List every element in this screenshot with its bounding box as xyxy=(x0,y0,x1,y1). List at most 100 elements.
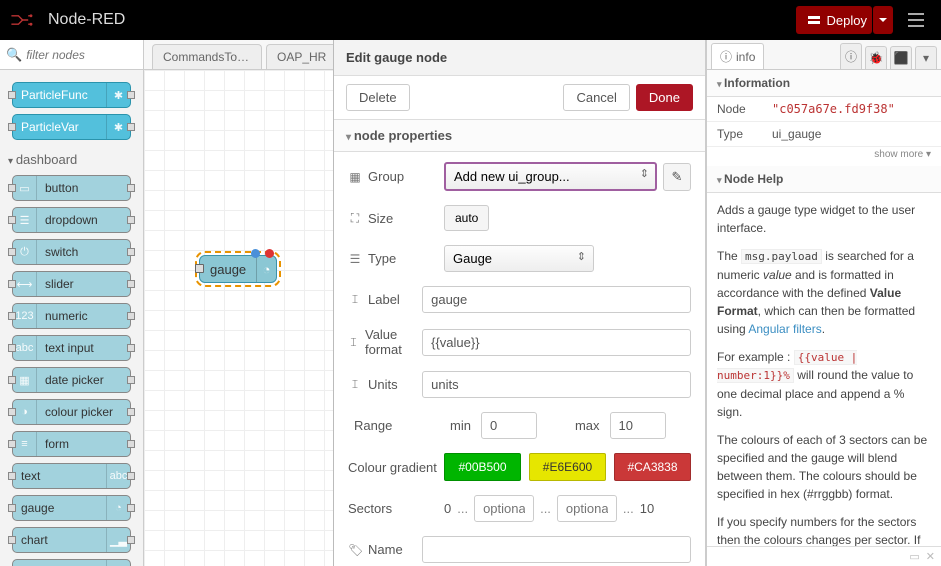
palette-search: 🔍 xyxy=(0,40,143,70)
palette-node-gauge[interactable]: ◔gauge xyxy=(12,495,131,521)
sectors-start: 0 xyxy=(444,501,451,516)
value-format-input[interactable] xyxy=(422,329,691,356)
workspace-tab[interactable]: OAP_HR xyxy=(266,44,337,69)
label-input[interactable] xyxy=(422,286,691,313)
palette: 🔍 ParticleFunc✱ ParticleVar✱ dashboard ▭… xyxy=(0,40,144,566)
group-select[interactable]: Add new ui_group... xyxy=(444,162,657,191)
deploy-menu-button[interactable] xyxy=(873,6,893,34)
deploy-icon xyxy=(807,13,821,27)
pencil-icon: ✎ xyxy=(672,169,683,185)
node-icon: ◑ xyxy=(13,400,37,424)
size-button[interactable]: auto xyxy=(444,205,489,231)
tab-info[interactable]: ⓘinfo xyxy=(711,43,764,69)
angular-filters-link[interactable]: Angular filters xyxy=(748,322,821,336)
palette-node-chart[interactable]: ▁▃chart xyxy=(12,527,131,553)
node-id: "c057a67e.fd9f38" xyxy=(762,97,941,122)
tab-menu-caret[interactable]: ▾ xyxy=(915,46,937,69)
palette-node-dropdown[interactable]: ☰dropdown xyxy=(12,207,131,233)
node-icon: abc xyxy=(13,336,37,360)
node-error-badge xyxy=(265,249,274,258)
palette-node-button[interactable]: ▭button xyxy=(12,175,131,201)
hamburger-icon xyxy=(908,13,924,27)
info-sidebar: ⓘinfo ⓘ 🐞 ⬛ ▾ Information Node"c057a67e.… xyxy=(706,40,941,566)
palette-node-slider[interactable]: ⟷slider xyxy=(12,271,131,297)
done-button[interactable]: Done xyxy=(636,84,693,111)
tag-icon: 🏷 xyxy=(348,543,362,557)
close-icon[interactable]: ✕ xyxy=(926,550,935,563)
node-icon: ▭ xyxy=(13,176,37,200)
gradient-swatch-2[interactable]: #E6E600 xyxy=(529,453,606,481)
grid-icon: ▦ xyxy=(348,170,362,184)
sector-1-input[interactable] xyxy=(474,495,534,522)
deploy-button[interactable]: Deploy xyxy=(796,6,872,34)
palette-node-form[interactable]: ≡form xyxy=(12,431,131,457)
chevron-down-icon xyxy=(879,16,887,24)
edit-tray: Edit gauge node Delete Cancel Done node … xyxy=(333,40,705,566)
node-changed-badge xyxy=(251,249,260,258)
info-table: Node"c057a67e.fd9f38" Typeui_gauge xyxy=(707,97,941,147)
bug-icon: 🐞 xyxy=(869,51,884,65)
sidebar-footer: ▭ ✕ xyxy=(707,546,941,566)
gradient-swatch-3[interactable]: #CA3838 xyxy=(614,453,691,481)
palette-node-audio-out[interactable]: 🔊audio out xyxy=(12,559,131,566)
collapse-icon[interactable]: ▭ xyxy=(909,550,919,563)
resize-icon: ⛶ xyxy=(348,211,362,226)
node-icon: ☰ xyxy=(13,208,37,232)
node-icon: 🔊 xyxy=(106,560,130,566)
logo-icon xyxy=(10,12,38,28)
sector-2-input[interactable] xyxy=(557,495,617,522)
node-icon: 123 xyxy=(13,304,37,328)
workspace: CommandsToMana OAP_HR gauge ◔ Edit gauge… xyxy=(144,40,706,566)
canvas-node-gauge[interactable]: gauge ◔ xyxy=(199,255,277,283)
main-area: 🔍 ParticleFunc✱ ParticleVar✱ dashboard ▭… xyxy=(0,40,941,566)
help-body: Adds a gauge type widget to the user int… xyxy=(707,193,941,546)
sectors-end: 10 xyxy=(640,501,654,516)
palette-search-input[interactable] xyxy=(26,48,137,62)
type-select[interactable]: Gauge xyxy=(444,245,594,272)
workspace-tab[interactable]: CommandsToMana xyxy=(152,44,262,69)
tray-title: Edit gauge node xyxy=(334,40,705,76)
info-icon: ⓘ xyxy=(720,48,732,65)
i-cursor-icon: 𝙸 xyxy=(348,335,359,350)
delete-button[interactable]: Delete xyxy=(346,84,410,111)
tab-debug[interactable]: 🐞 xyxy=(865,46,887,69)
i-cursor-icon: 𝙸 xyxy=(348,292,362,307)
node-icon: ≡ xyxy=(13,432,37,456)
node-icon: ⏻ xyxy=(13,240,37,264)
i-cursor-icon: 𝙸 xyxy=(348,377,362,392)
node-icon: ▦ xyxy=(13,368,37,392)
palette-node-numeric[interactable]: 123numeric xyxy=(12,303,131,329)
chart-icon: ⬛ xyxy=(894,51,909,65)
tab-dashboard[interactable]: ⬛ xyxy=(890,46,912,69)
app-name: Node-RED xyxy=(48,11,125,29)
hamburger-menu-button[interactable] xyxy=(901,6,931,34)
edit-group-button[interactable]: ✎ xyxy=(663,163,691,191)
gradient-swatch-1[interactable]: #00B500 xyxy=(444,453,521,481)
palette-node-date-picker[interactable]: ▦date picker xyxy=(12,367,131,393)
app-header: Node-RED Deploy xyxy=(0,0,941,40)
info-icon: ⓘ xyxy=(845,48,857,65)
palette-node-particlefunc[interactable]: ParticleFunc✱ xyxy=(12,82,131,108)
tab-info-mini[interactable]: ⓘ xyxy=(840,43,862,69)
range-min-input[interactable] xyxy=(481,412,537,439)
palette-node-colour-picker[interactable]: ◑colour picker xyxy=(12,399,131,425)
search-icon: 🔍 xyxy=(6,47,22,63)
show-more-link[interactable]: show more ▾ xyxy=(707,147,941,166)
node-type: ui_gauge xyxy=(762,122,941,147)
palette-category-dashboard[interactable]: dashboard xyxy=(4,146,139,169)
list-icon: ☰ xyxy=(348,252,362,266)
gauge-icon: ◔ xyxy=(256,256,276,282)
units-input[interactable] xyxy=(422,371,691,398)
node-icon: ⟷ xyxy=(13,272,37,296)
information-section[interactable]: Information xyxy=(707,70,941,97)
name-input[interactable] xyxy=(422,536,691,563)
node-help-section[interactable]: Node Help xyxy=(707,166,941,193)
palette-node-switch[interactable]: ⏻switch xyxy=(12,239,131,265)
deploy-label: Deploy xyxy=(827,13,867,28)
palette-node-text[interactable]: abctext xyxy=(12,463,131,489)
range-max-input[interactable] xyxy=(610,412,666,439)
node-properties-header[interactable]: node properties xyxy=(334,120,705,152)
palette-node-text-input[interactable]: abctext input xyxy=(12,335,131,361)
palette-node-particlevar[interactable]: ParticleVar✱ xyxy=(12,114,131,140)
cancel-button[interactable]: Cancel xyxy=(563,84,629,111)
